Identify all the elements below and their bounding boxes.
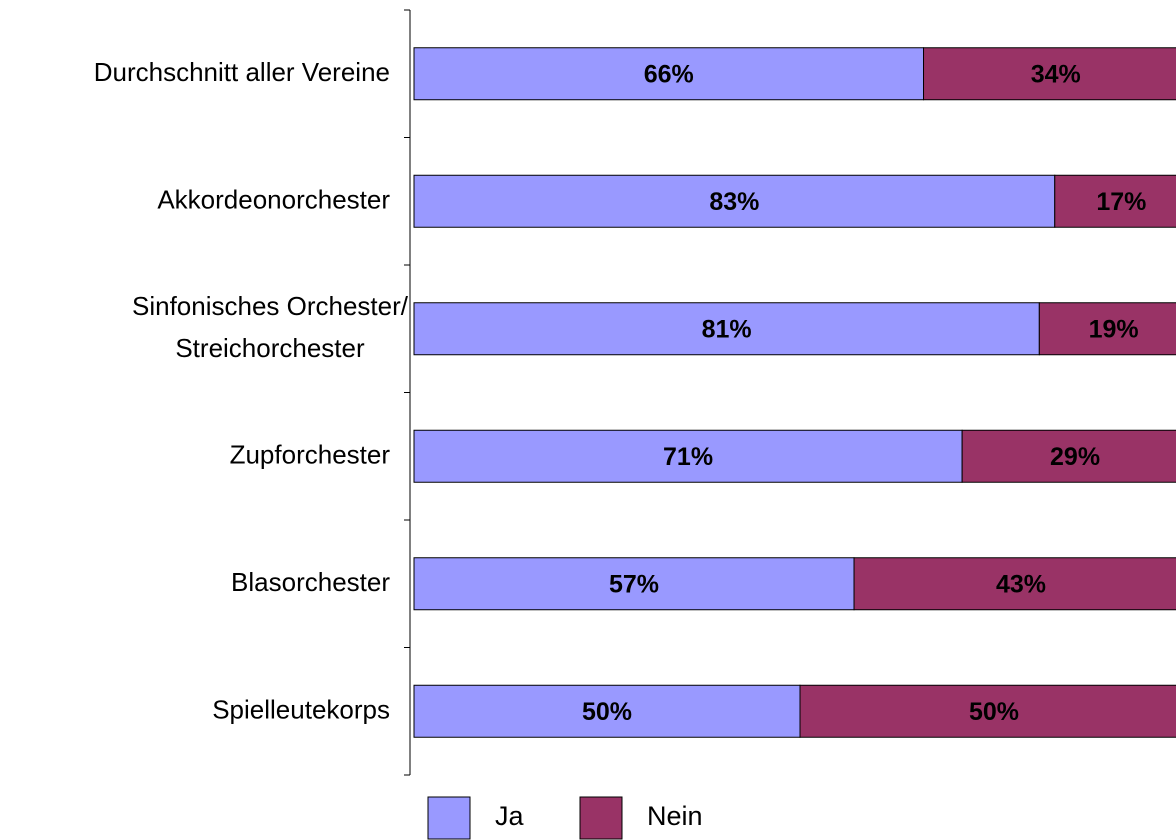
category-label: Akkordeonorchester — [157, 184, 390, 214]
category-label: Sinfonisches Orchester/Streichorchester — [132, 291, 409, 363]
legend-label: Ja — [495, 801, 525, 831]
bar-segment — [961, 429, 1176, 483]
bar-segment — [413, 47, 925, 101]
value-label: 83% — [709, 188, 759, 216]
bar-segment — [923, 47, 1176, 101]
value-label: 50% — [582, 698, 632, 726]
bar-segment — [413, 684, 801, 738]
value-label: 29% — [1050, 443, 1100, 471]
legend-label: Nein — [647, 801, 703, 831]
value-label: 66% — [644, 60, 694, 88]
value-label: 50% — [969, 698, 1019, 726]
value-label: 57% — [609, 570, 659, 598]
category-label: Durchschnitt aller Vereine — [94, 57, 390, 87]
legend-swatch — [427, 796, 471, 840]
value-label: 17% — [1096, 188, 1146, 216]
bar-segment — [413, 302, 1040, 356]
category-label: Zupforchester — [230, 439, 391, 469]
category-label: Spielleutekorps — [212, 694, 390, 724]
value-label: 34% — [1031, 60, 1081, 88]
category-label: Blasorchester — [231, 567, 390, 597]
bar-segment — [413, 174, 1056, 228]
value-label: 81% — [702, 315, 752, 343]
bar-segment — [853, 557, 1176, 611]
value-label: 19% — [1089, 315, 1139, 343]
value-label: 43% — [996, 570, 1046, 598]
bar-segment — [1054, 174, 1176, 228]
bar-segment — [1038, 302, 1176, 356]
value-label: 71% — [663, 443, 713, 471]
legend-swatch — [579, 796, 623, 840]
bar-segment — [799, 684, 1176, 738]
